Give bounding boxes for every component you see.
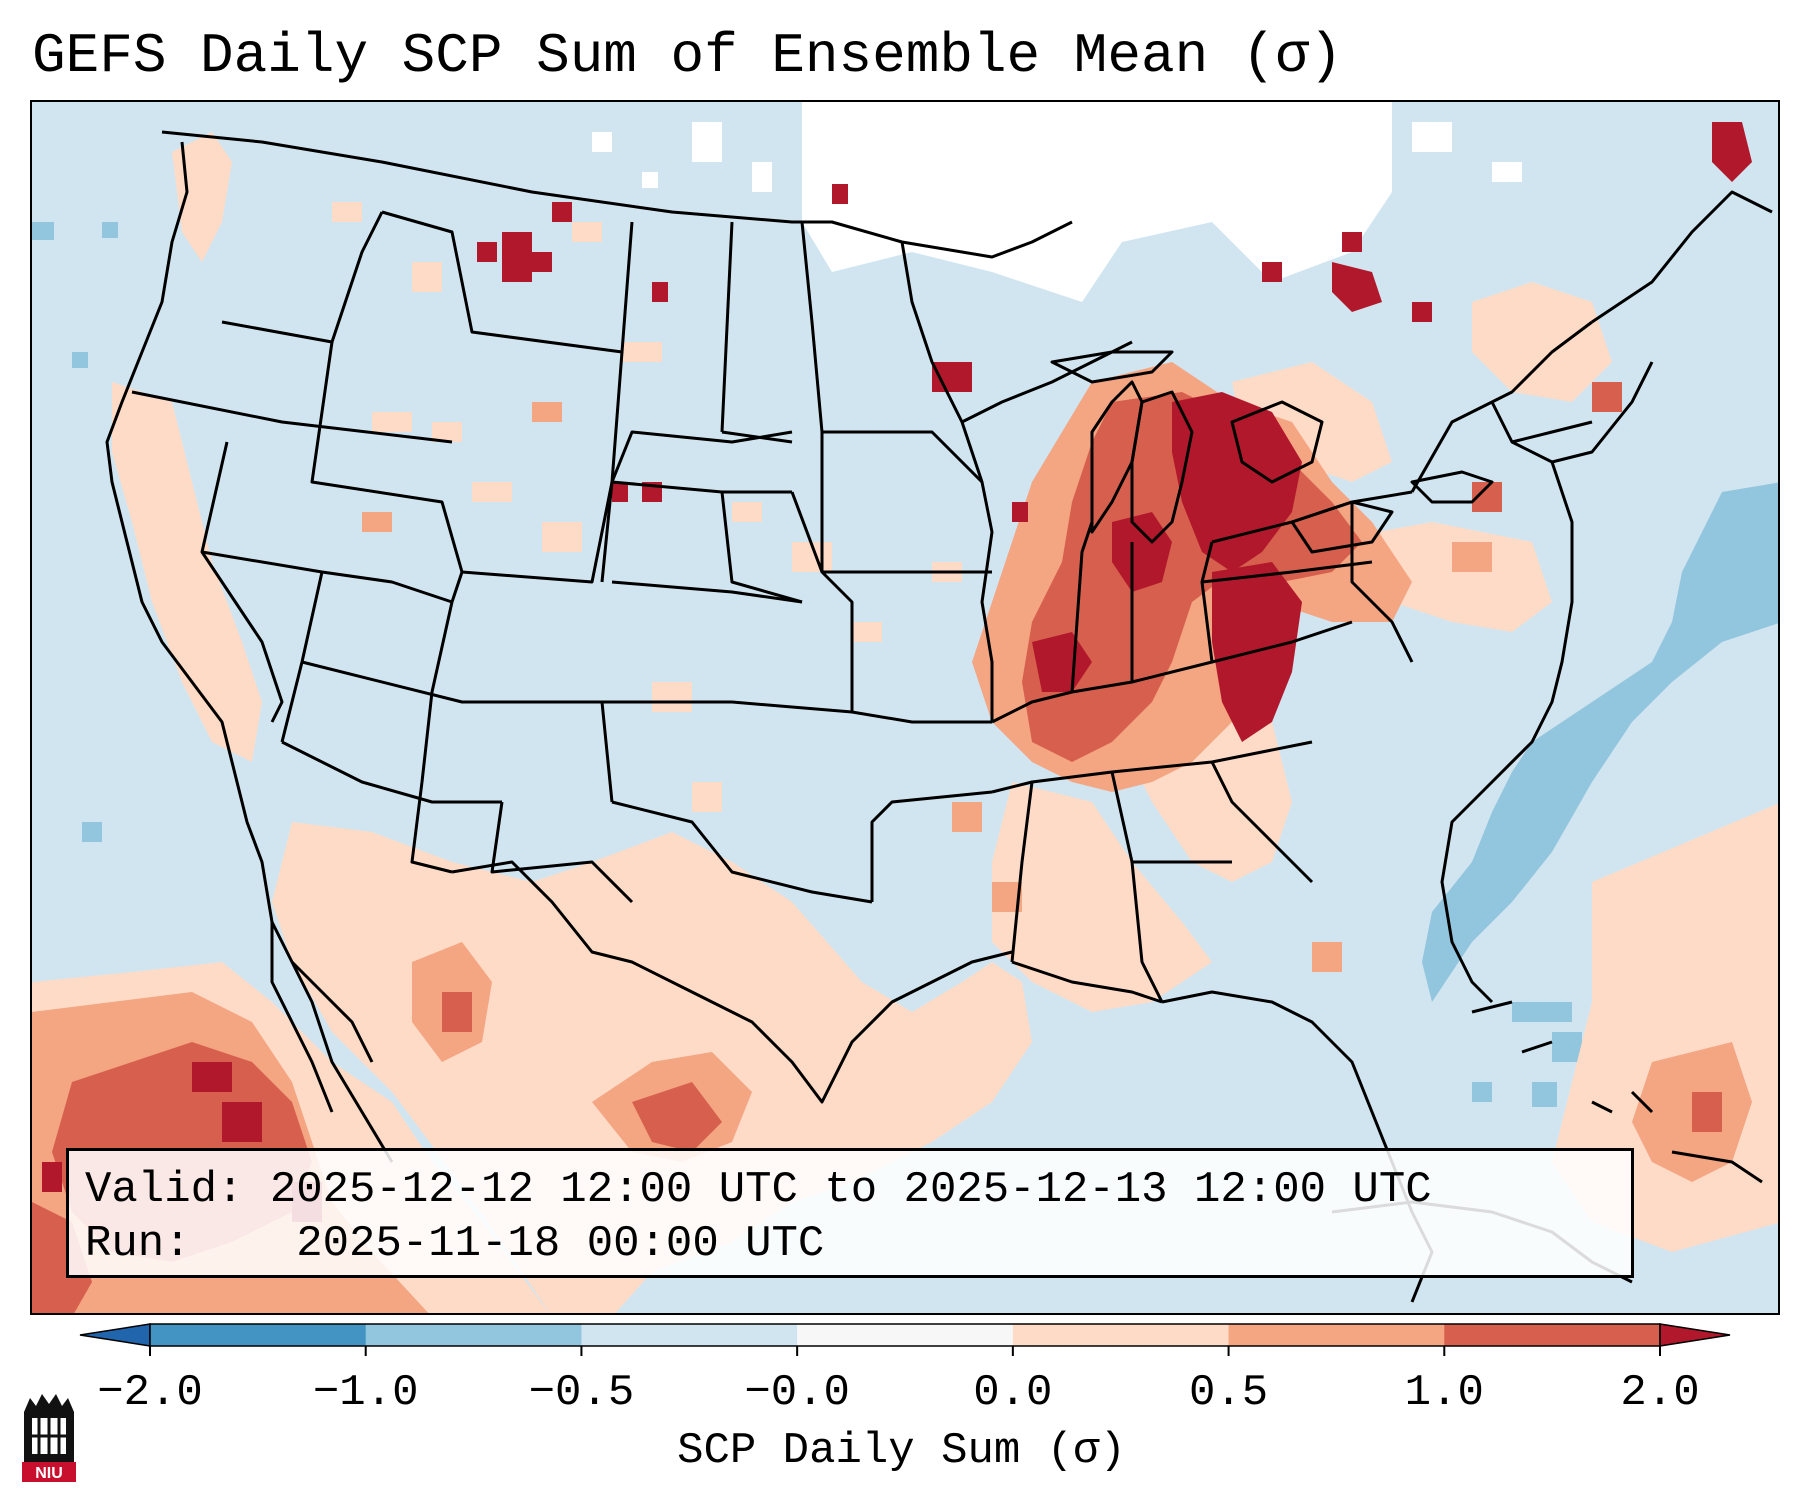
colorbar-tick-label: 0.5 <box>1189 1368 1268 1418</box>
colorbar-bin <box>365 1324 582 1346</box>
colorbar-tick-label: −0.0 <box>744 1368 850 1418</box>
colorbar-bin <box>1012 1324 1230 1346</box>
colorbar-tick-label: 1.0 <box>1405 1368 1484 1418</box>
niu-logo-icon: NIU <box>22 1394 76 1482</box>
valid-row: Valid: 2025-12-12 12:00 UTC to 2025-12-1… <box>85 1163 1615 1217</box>
colorbar-bin <box>1228 1324 1445 1346</box>
colorbar-outline <box>149 1323 1661 1347</box>
colorbar-bin <box>581 1324 798 1346</box>
valid-label: Valid: <box>85 1165 244 1215</box>
colorbar-bin <box>1444 1324 1661 1346</box>
colorbar-tick-label: −2.0 <box>97 1368 203 1418</box>
colorbar-bins <box>79 1323 1731 1347</box>
colorbar-tick-label: −0.5 <box>529 1368 635 1418</box>
colorbar-bin <box>797 1324 1014 1346</box>
colorbar: −2.0 −1.0 −0.5 −0.0 0.0 0.5 1.0 2.0 <box>79 1323 1731 1418</box>
run-row: Run: 2025-11-18 00:00 UTC <box>85 1217 1615 1271</box>
colorbar-tick-label: −1.0 <box>313 1368 419 1418</box>
map-title: GEFS Daily SCP Sum of Ensemble Mean (σ) <box>32 24 1343 88</box>
valid-value: 2025-12-12 12:00 UTC to 2025-12-13 12:00… <box>269 1165 1432 1215</box>
map-canvas <box>32 102 1778 1313</box>
run-value: 2025-11-18 00:00 UTC <box>296 1219 825 1269</box>
colorbar-tick-label: 0.0 <box>973 1368 1052 1418</box>
colorbar-label: SCP Daily Sum (σ) <box>677 1426 1126 1476</box>
valid-run-info-box: Valid: 2025-12-12 12:00 UTC to 2025-12-1… <box>66 1148 1634 1278</box>
neutral-region <box>592 102 1522 302</box>
colorbar-tick-label: 2.0 <box>1620 1368 1699 1418</box>
state-boundaries <box>105 130 1773 1303</box>
colorbar-bin <box>150 1324 367 1346</box>
colorbar-extend-low <box>79 1323 151 1347</box>
logo-text: NIU <box>35 1465 63 1482</box>
colorbar-ticks: −2.0 −1.0 −0.5 −0.0 0.0 0.5 1.0 2.0 <box>97 1346 1700 1418</box>
negative-anomaly-region <box>32 222 1778 1107</box>
map-panel <box>30 100 1780 1315</box>
run-label: Run: <box>85 1219 191 1269</box>
colorbar-extend-high <box>1659 1323 1731 1347</box>
